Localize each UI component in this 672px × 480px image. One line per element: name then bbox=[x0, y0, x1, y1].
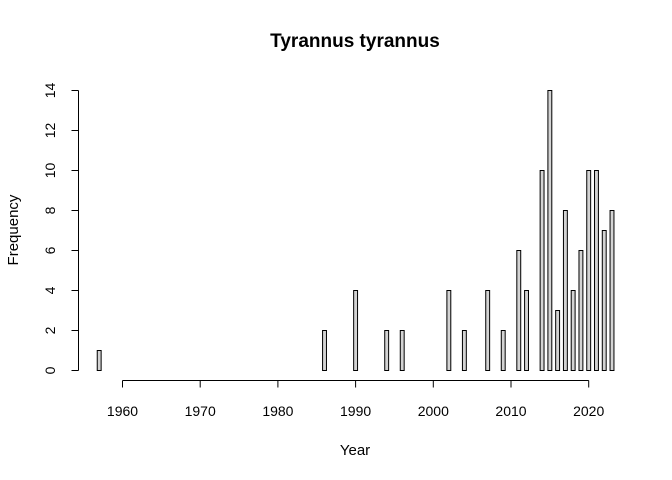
bar-2011 bbox=[516, 250, 522, 371]
y-axis: 0 2 4 6 8 10 12 14 bbox=[42, 83, 79, 374]
bar-1994 bbox=[384, 330, 390, 371]
y-tick-label-6: 6 bbox=[42, 246, 58, 254]
bars-group bbox=[96, 90, 615, 371]
x-tick-label-1970: 1970 bbox=[185, 403, 216, 419]
y-axis-label: Frequency bbox=[5, 194, 22, 265]
bar-2002 bbox=[446, 290, 452, 371]
chart-title: Tyrannus tyrannus bbox=[270, 31, 440, 52]
y-tick-label-10: 10 bbox=[42, 163, 58, 179]
x-axis: 1960 1970 1980 1990 2000 2010 2020 bbox=[107, 380, 604, 419]
x-tick-label-1990: 1990 bbox=[340, 403, 371, 419]
y-tick-label-8: 8 bbox=[42, 206, 58, 214]
bar-2014 bbox=[539, 170, 545, 371]
bar-2020 bbox=[586, 170, 592, 371]
bar-2016 bbox=[555, 310, 561, 371]
bar-2022 bbox=[601, 230, 607, 371]
y-tick-label-4: 4 bbox=[42, 286, 58, 294]
x-tick-label-1960: 1960 bbox=[107, 403, 138, 419]
y-tick-label-2: 2 bbox=[42, 326, 58, 334]
bar-2023 bbox=[609, 210, 615, 371]
bar-2015 bbox=[547, 90, 553, 371]
bar-2012 bbox=[524, 290, 529, 371]
bar-1990 bbox=[353, 290, 359, 371]
x-tick-label-2020: 2020 bbox=[573, 403, 604, 419]
bar-1996 bbox=[399, 330, 405, 371]
y-tick-label-12: 12 bbox=[42, 123, 58, 139]
bar-2019 bbox=[578, 250, 584, 371]
bar-2009 bbox=[500, 330, 506, 371]
bar-2018 bbox=[570, 290, 576, 371]
bar-2004 bbox=[461, 330, 467, 371]
x-tick-label-1980: 1980 bbox=[262, 403, 293, 419]
x-tick-label-2010: 2010 bbox=[495, 403, 526, 419]
y-tick-label-14: 14 bbox=[42, 83, 58, 99]
x-tick-label-2000: 2000 bbox=[418, 403, 449, 419]
bar-2021 bbox=[594, 170, 599, 371]
bar-1957 bbox=[96, 350, 102, 371]
x-axis-label: Year bbox=[340, 442, 370, 459]
bar-2007 bbox=[485, 290, 491, 371]
y-tick-label-0: 0 bbox=[42, 366, 58, 374]
bar-2017 bbox=[562, 210, 568, 371]
bar-1986 bbox=[322, 330, 327, 371]
